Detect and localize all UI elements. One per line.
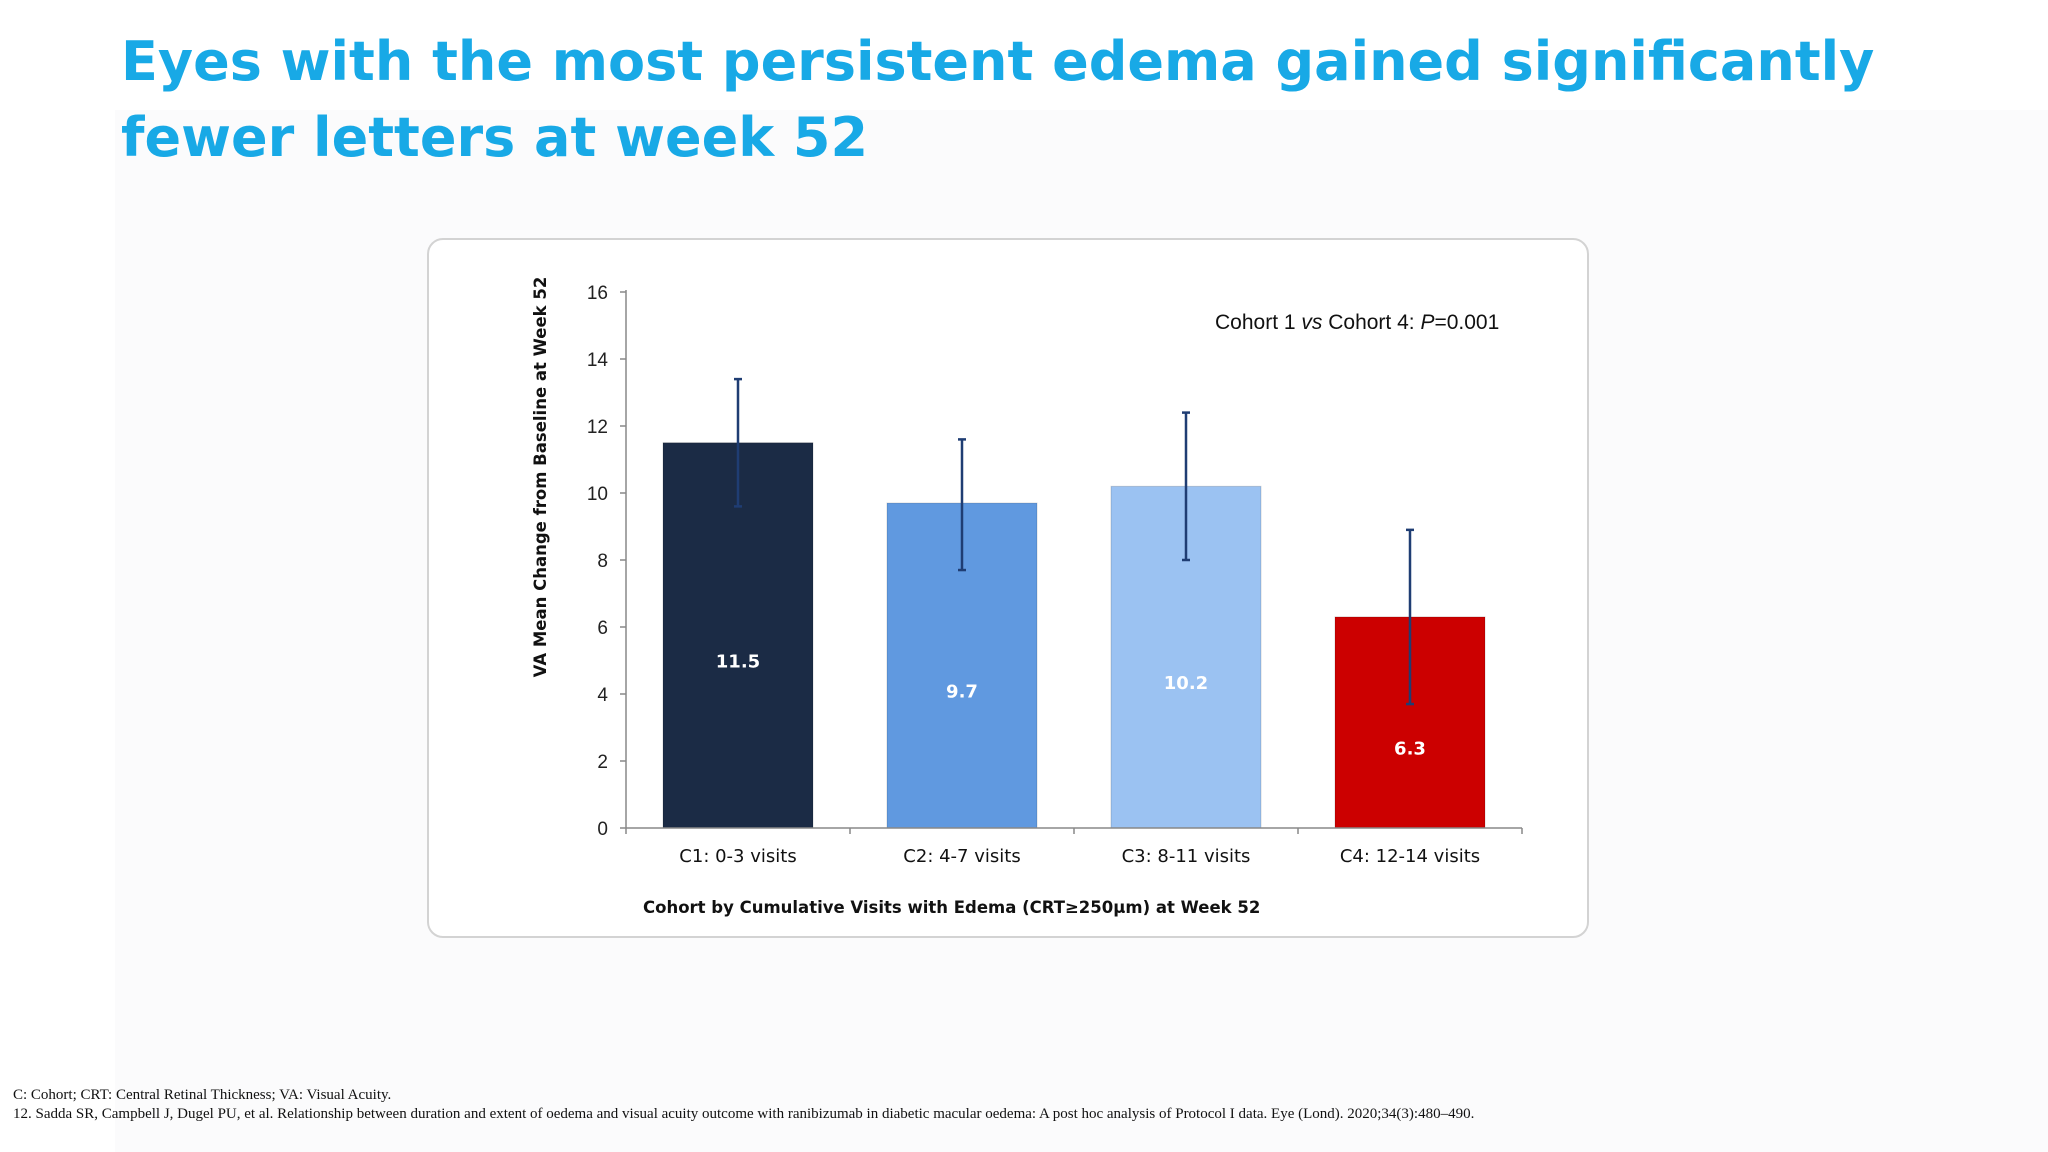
y-tick-label-16: 16 [587,283,608,304]
bar-value-label-2: 9.7 [946,682,978,703]
category-label-3: C3: 8-11 visits [1122,846,1251,867]
bar-value-label-1: 11.5 [716,651,760,672]
chart-frame: 11.5 C1: 0-3 visits 9.7 C2: 4-7 visits 10.2 C… [427,238,1589,938]
error-bars-layer [734,377,1414,706]
y-tick-label-4: 4 [597,685,608,706]
category-label-4: C4: 12-14 visits [1340,846,1480,867]
slide-title: Eyes with the most persistent edema gain… [121,30,1875,169]
bar-value-label-4: 6.3 [1394,738,1426,759]
y-axis-title: VA Mean Change from Baseline at Week 52 [531,277,550,678]
y-tick-label-2: 2 [597,752,608,773]
y-tick-label-6: 6 [597,618,608,639]
y-tick-label-8: 8 [597,551,608,572]
y-tick-label-14: 14 [587,350,609,371]
y-tick-label-12: 12 [587,417,608,438]
y-tick-label-0: 0 [597,819,608,840]
category-label-2: C2: 4-7 visits [903,846,1020,867]
labels-layer: 11.5 C1: 0-3 visits 9.7 C2: 4-7 visits 10.2 C… [587,283,1480,867]
reference-footnote: 12. Sadda SR, Campbell J, Dugel PU, et a… [13,1106,1475,1122]
abbreviations-footnote: C: Cohort; CRT: Central Retinal Thicknes… [13,1087,392,1103]
bars-layer [662,442,1486,829]
bar-value-label-3: 10.2 [1164,673,1208,694]
axes-layer [620,290,1523,834]
category-label-1: C1: 0-3 visits [679,846,796,867]
bar-chart: 11.5 C1: 0-3 visits 9.7 C2: 4-7 visits 10.2 C… [531,277,1523,917]
x-axis-title: Cohort by Cumulative Visits with Edema (… [643,898,1260,917]
p-value-annotation: Cohort 1 vs Cohort 4: P=0.001 [1215,311,1499,334]
y-tick-label-10: 10 [587,484,608,505]
